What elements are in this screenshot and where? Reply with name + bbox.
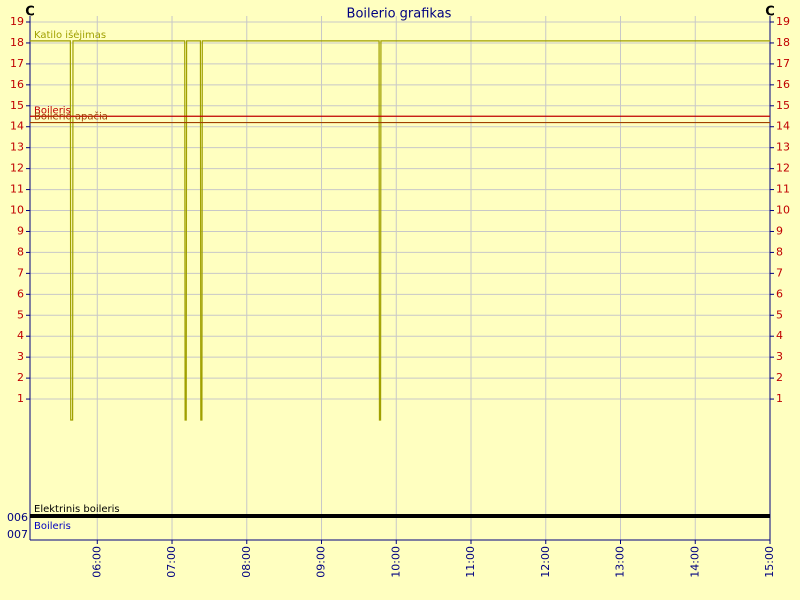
- y-tick-label: 8: [17, 245, 24, 258]
- series-label: Boilerio apačia: [34, 111, 108, 123]
- series-line: [30, 40, 770, 421]
- y2-tick-label: 2: [776, 371, 783, 384]
- y2-tick-label: 13: [776, 141, 790, 154]
- x-tick-label: 10:00: [389, 546, 402, 578]
- digital-series-label: Boileris: [34, 521, 71, 532]
- y2-tick-label: 3: [776, 350, 783, 363]
- y-tick-label: 3: [17, 350, 24, 363]
- y-tick-label: 5: [17, 308, 24, 321]
- y2-tick-label: 19: [776, 15, 790, 28]
- y2-tick-label: 10: [776, 204, 790, 217]
- y-axis-label: C: [25, 5, 35, 20]
- y-tick-label: 14: [10, 120, 24, 133]
- y-tick-label: 15: [10, 99, 24, 112]
- y-tick-label: 18: [10, 36, 24, 49]
- digital-series-label: Elektrinis boileris: [34, 504, 120, 515]
- y-tick-label: 9: [17, 224, 24, 237]
- y-tick-label: 10: [10, 204, 24, 217]
- y-tick-label: 1: [17, 392, 24, 405]
- y2-tick-label: 14: [776, 120, 790, 133]
- x-tick-label: 07:00: [165, 546, 178, 578]
- x-tick-label: 08:00: [240, 546, 253, 578]
- y-tick-label: 13: [10, 141, 24, 154]
- y-tick-label: 7: [17, 266, 24, 279]
- y2-tick-label: 18: [776, 36, 790, 49]
- y2-tick-label: 6: [776, 287, 783, 300]
- x-tick-label: 12:00: [539, 546, 552, 578]
- y2-tick-label: 7: [776, 266, 783, 279]
- y2-tick-label: 16: [776, 78, 790, 91]
- digital-label: 007: [7, 528, 28, 541]
- y-tick-label: 16: [10, 78, 24, 91]
- series-label: Katilo išėjimas: [34, 29, 106, 41]
- y-tick-label: 19: [10, 15, 24, 28]
- x-tick-label: 09:00: [315, 546, 328, 578]
- x-tick-label: 13:00: [614, 546, 627, 578]
- x-tick-label: 14:00: [688, 546, 701, 578]
- y-tick-label: 4: [17, 329, 24, 342]
- y2-tick-label: 8: [776, 245, 783, 258]
- x-tick-label: 15:00: [763, 546, 776, 578]
- y2-tick-label: 1: [776, 392, 783, 405]
- x-tick-label: 06:00: [90, 546, 103, 578]
- y2-tick-label: 17: [776, 57, 790, 70]
- chart-title: Boilerio grafikas: [347, 7, 452, 22]
- y-tick-label: 17: [10, 57, 24, 70]
- y2-axis-label: C: [765, 5, 775, 20]
- digital-label: 006: [7, 511, 28, 524]
- y2-tick-label: 15: [776, 99, 790, 112]
- y2-tick-label: 9: [776, 224, 783, 237]
- series-label: Boileris: [34, 105, 71, 116]
- y2-tick-label: 12: [776, 162, 790, 175]
- y-tick-label: 12: [10, 162, 24, 175]
- y-tick-label: 6: [17, 287, 24, 300]
- y2-tick-label: 4: [776, 329, 783, 342]
- y2-tick-label: 5: [776, 308, 783, 321]
- y-tick-label: 2: [17, 371, 24, 384]
- y-tick-label: 11: [10, 183, 24, 196]
- x-tick-label: 11:00: [464, 546, 477, 578]
- y2-tick-label: 11: [776, 183, 790, 196]
